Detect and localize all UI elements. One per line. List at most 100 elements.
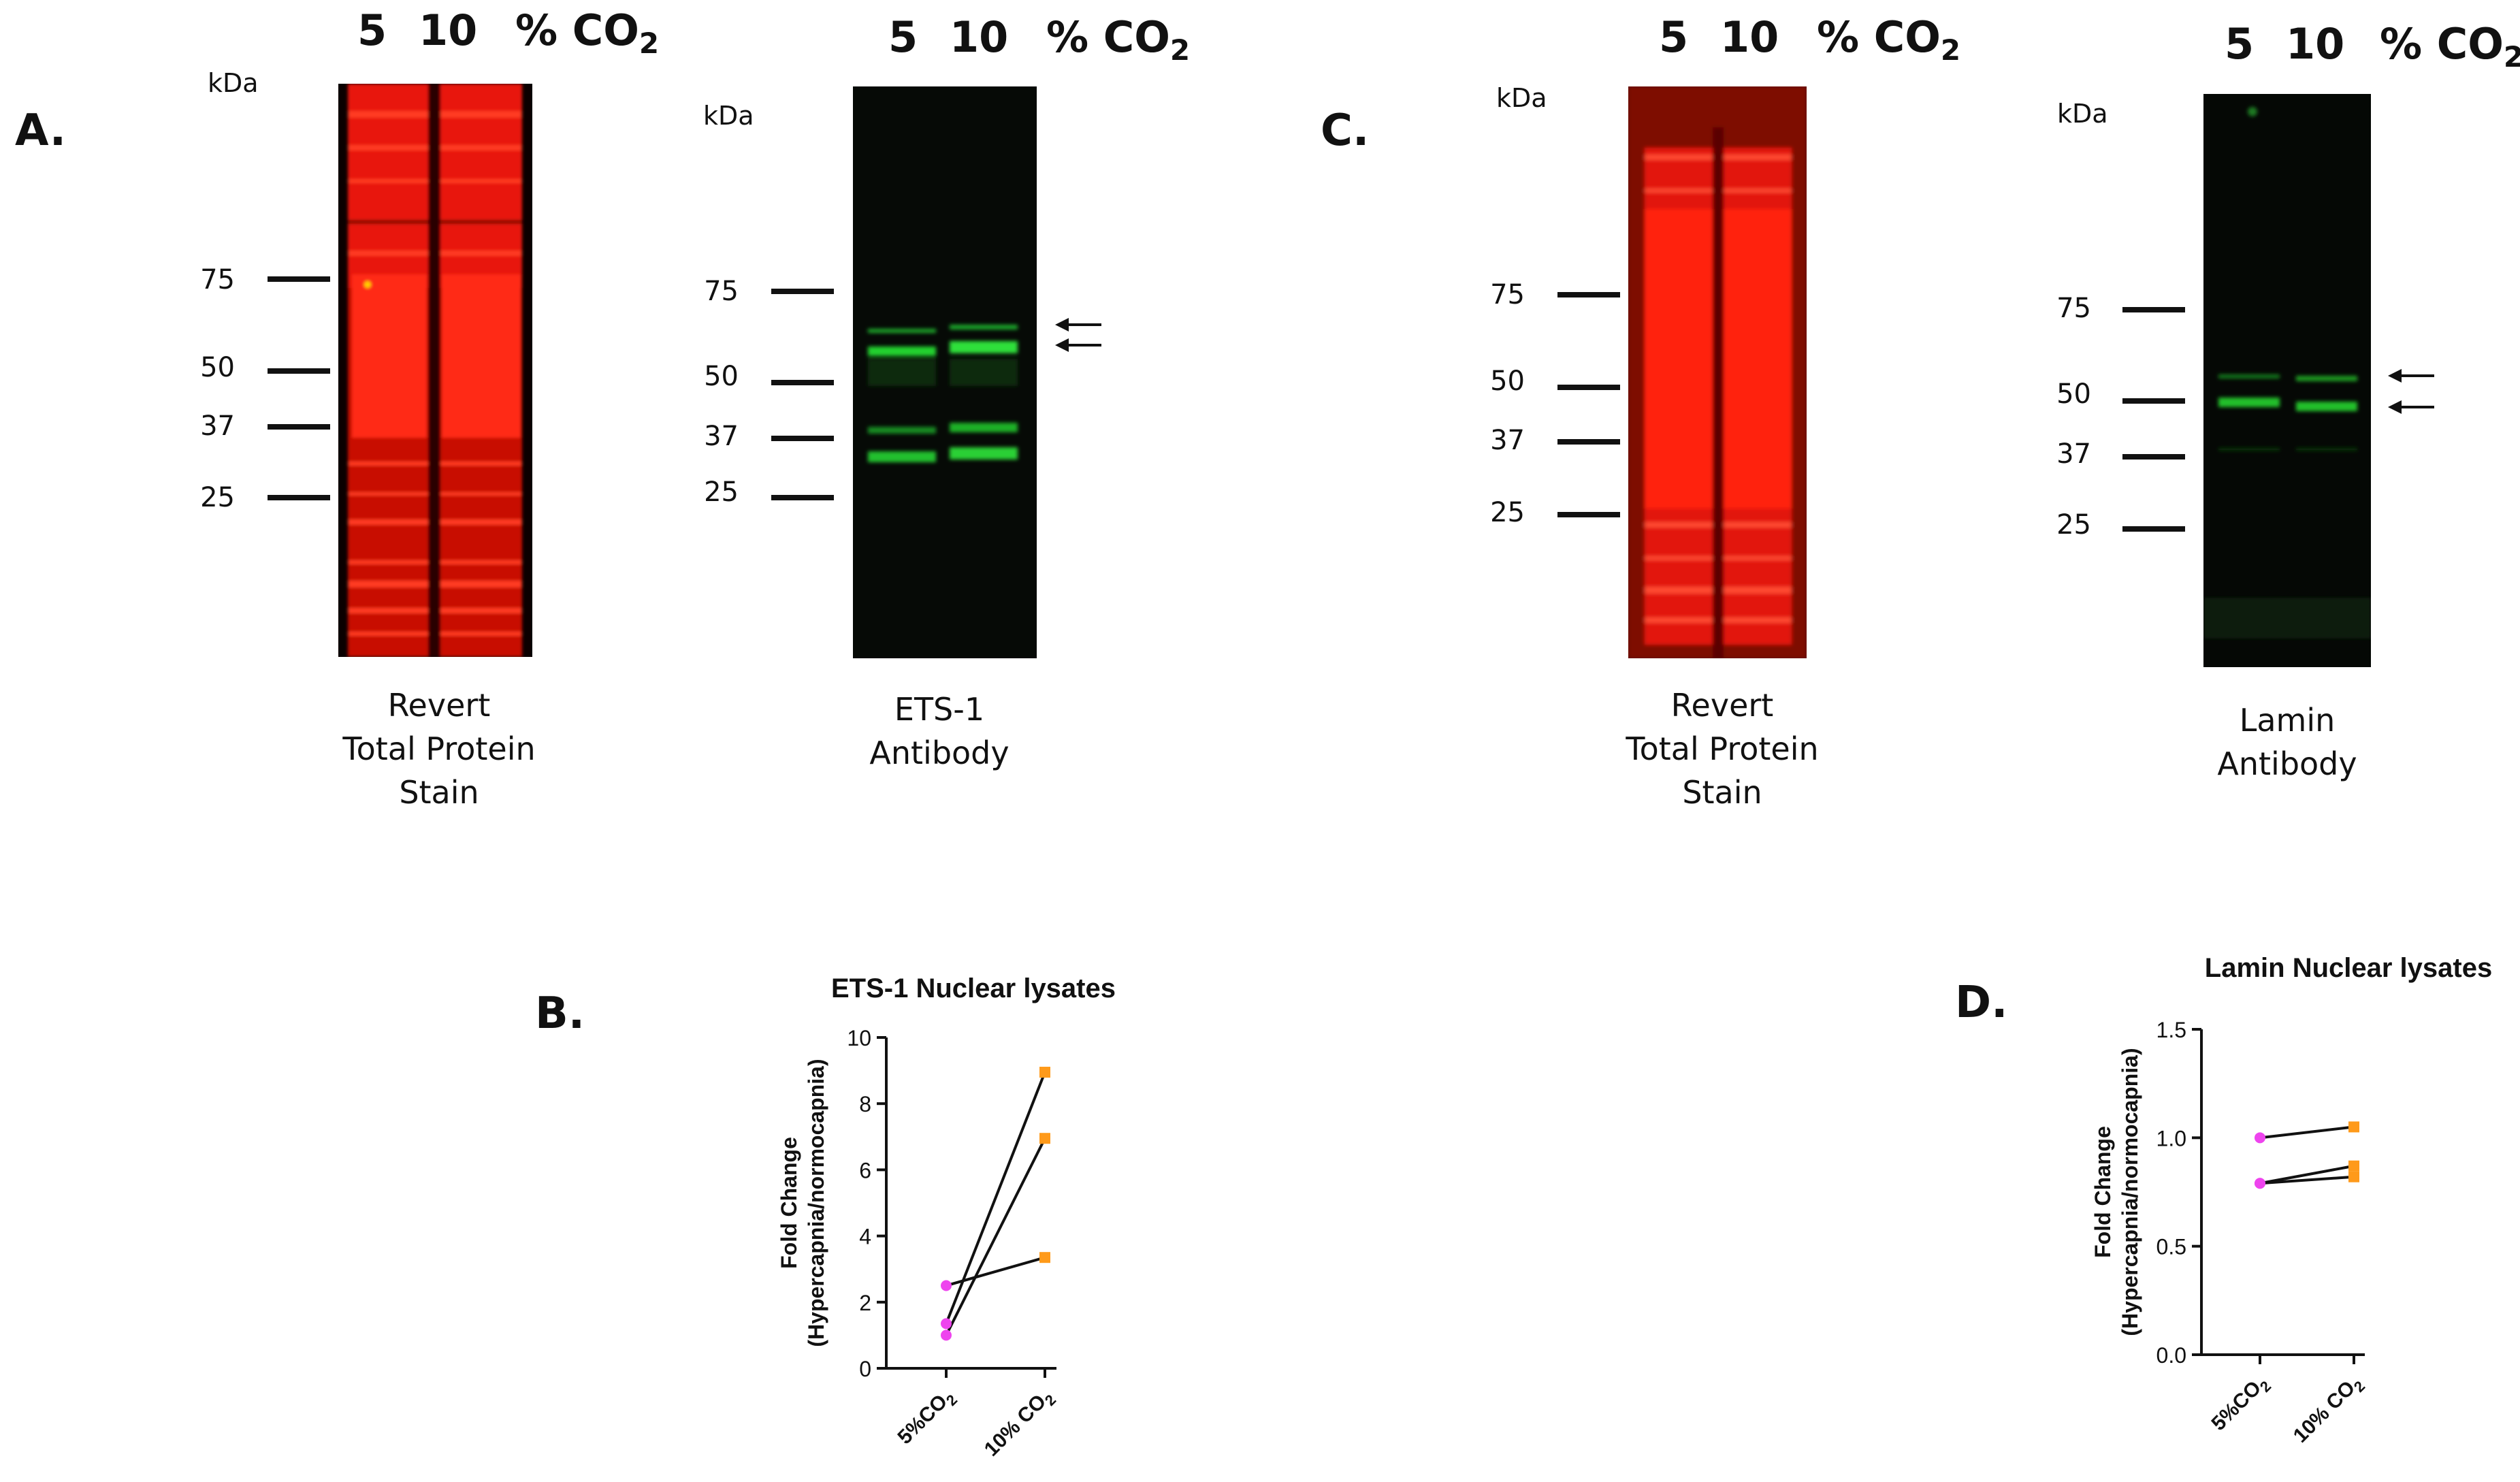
y-tick-label: 2 xyxy=(859,1291,871,1315)
panel-letter-b: B. xyxy=(535,988,585,1039)
revert-blot-image-a xyxy=(338,84,532,657)
marker-50: 50 xyxy=(200,352,235,383)
arrow-lower-band-icon xyxy=(1055,335,1103,355)
point-10pct xyxy=(1039,1252,1050,1263)
y-tick-label: 1.5 xyxy=(2156,1018,2186,1042)
unit-label: % CO2 xyxy=(2380,19,2520,74)
marker-tick xyxy=(1557,292,1620,297)
marker-tick xyxy=(268,276,330,282)
marker-75: 75 xyxy=(2056,293,2091,324)
x-tick-label: 5%CO2 xyxy=(2207,1371,2274,1438)
point-5pct xyxy=(2255,1178,2265,1189)
x-tick-label: 5%CO2 xyxy=(893,1385,960,1452)
marker-50: 50 xyxy=(2056,378,2091,410)
y-axis-label-line2: (Hypercapnia/normocapnia) xyxy=(2118,1048,2142,1336)
y-tick-label: 4 xyxy=(859,1225,871,1249)
y-axis-label-line2: (Hypercapnia/normocapnia) xyxy=(804,1059,828,1347)
point-5pct xyxy=(941,1330,952,1341)
marker-tick xyxy=(1557,385,1620,390)
pair-line xyxy=(945,1072,1046,1325)
y-tick-label: 1.0 xyxy=(2156,1126,2186,1150)
pair-line xyxy=(2259,1125,2355,1140)
lane-label-5: 5 xyxy=(357,5,387,55)
y-tick-label: 10 xyxy=(847,1026,871,1050)
revert-blot-image-c xyxy=(1628,86,1807,658)
unit-label: % CO2 xyxy=(1817,12,1961,67)
marker-tick xyxy=(2122,526,2185,532)
marker-tick xyxy=(2122,454,2185,460)
y-tick-label: 0.0 xyxy=(2156,1343,2186,1368)
marker-25: 25 xyxy=(200,482,235,513)
y-tick-label: 8 xyxy=(859,1092,871,1116)
y-axis-label-line1: Fold Change xyxy=(777,1137,801,1269)
point-5pct xyxy=(2255,1132,2265,1144)
kda-label: kDa xyxy=(2057,99,2108,129)
chart-title: Lamin Nuclear lysates xyxy=(2205,953,2492,983)
chart-title: ETS-1 Nuclear lysates xyxy=(831,973,1116,1003)
ets1-blot-svg xyxy=(868,325,1018,462)
revert-blot-svg xyxy=(348,84,522,657)
lamin-blot-image xyxy=(2203,94,2371,667)
marker-25: 25 xyxy=(704,477,739,508)
caption-lamin: Lamin Antibody xyxy=(2217,702,2357,782)
panel-letter-d: D. xyxy=(1955,978,2008,1028)
lane-label-10: 10 xyxy=(1720,12,1779,62)
marker-tick xyxy=(268,424,330,430)
point-10pct xyxy=(1039,1067,1050,1078)
pair-line xyxy=(2259,1175,2355,1185)
kda-label: kDa xyxy=(703,101,754,131)
marker-tick xyxy=(2122,398,2185,404)
marker-tick xyxy=(771,495,834,500)
unit-label: % CO2 xyxy=(515,5,660,60)
marker-50: 50 xyxy=(1490,366,1525,397)
caption-ets1: ETS-1 Antibody xyxy=(869,691,1009,771)
marker-tick xyxy=(771,289,834,294)
marker-tick xyxy=(771,380,834,385)
ets1-blot-image xyxy=(853,86,1037,658)
marker-37: 37 xyxy=(2056,438,2091,470)
marker-37: 37 xyxy=(1490,425,1525,456)
marker-75: 75 xyxy=(704,276,739,307)
marker-37: 37 xyxy=(200,410,235,442)
marker-tick xyxy=(771,436,834,441)
ets1-chart: ETS-1 Nuclear lysates 0 2 4 6 8 10 5%CO2 10% CO2… xyxy=(777,973,1116,1461)
lane-label-5: 5 xyxy=(888,12,918,62)
lane-header-c-revert: 5 10 % CO2 xyxy=(1659,12,1960,67)
point-10pct xyxy=(2348,1160,2359,1172)
point-5pct xyxy=(941,1318,952,1330)
caption-revert-c: Revert Total Protein Stain xyxy=(1626,687,1819,811)
kda-label: kDa xyxy=(208,68,259,98)
marker-tick xyxy=(268,368,330,374)
lane-label-5: 5 xyxy=(2225,19,2255,69)
lane-header-a-revert: 5 10 % CO2 xyxy=(357,5,659,60)
lane-header-a-antibody: 5 10 % CO2 xyxy=(888,12,1190,67)
revert-blot-svg xyxy=(1628,86,1807,658)
point-10pct xyxy=(2348,1171,2359,1182)
marker-37: 37 xyxy=(704,421,739,452)
arrow-lower-band-icon xyxy=(2388,397,2436,417)
marker-50: 50 xyxy=(704,361,739,392)
lane-label-10: 10 xyxy=(419,5,478,55)
point-5pct xyxy=(941,1280,952,1291)
y-tick-label: 0 xyxy=(859,1357,871,1381)
pair-line xyxy=(2259,1164,2355,1185)
marker-75: 75 xyxy=(200,264,235,295)
lamin-blot-svg xyxy=(2203,107,2371,639)
marker-25: 25 xyxy=(2056,509,2091,541)
arrow-upper-band-icon xyxy=(2388,366,2436,386)
point-10pct xyxy=(2348,1121,2359,1133)
lane-label-5: 5 xyxy=(1659,12,1689,62)
marker-75: 75 xyxy=(1490,279,1525,310)
y-axis-label-line1: Fold Change xyxy=(2090,1126,2115,1258)
marker-tick xyxy=(2122,307,2185,312)
pair-line xyxy=(946,1256,1046,1287)
marker-tick xyxy=(1557,439,1620,445)
lane-header-c-antibody: 5 10 % CO2 xyxy=(2225,19,2520,74)
marker-tick xyxy=(1557,512,1620,517)
point-10pct xyxy=(1039,1133,1050,1144)
panel-letter-a: A. xyxy=(15,106,67,156)
unit-label: % CO2 xyxy=(1046,12,1191,67)
y-tick-label: 0.5 xyxy=(2156,1235,2186,1259)
pair-line xyxy=(945,1138,1046,1336)
y-tick-label: 6 xyxy=(859,1158,871,1182)
